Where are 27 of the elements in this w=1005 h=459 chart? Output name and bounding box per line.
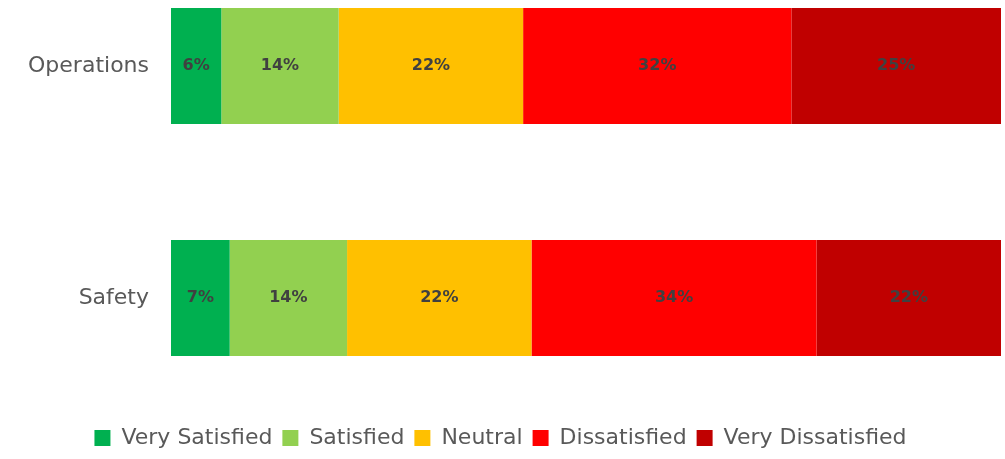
bar	[171, 240, 230, 356]
data-label: 22%	[420, 287, 459, 307]
data-label: 32%	[638, 55, 677, 75]
bar	[816, 240, 1001, 356]
data-label: 14%	[269, 287, 308, 307]
data-label: 7%	[186, 287, 214, 307]
legend-label: Satisfied	[309, 423, 405, 449]
bar	[347, 240, 532, 356]
bar	[229, 240, 348, 356]
bar	[171, 8, 222, 124]
legend-label: Dissatisfied	[559, 423, 687, 449]
bar	[531, 240, 817, 356]
data-label: 34%	[654, 287, 694, 307]
legend-label: Very Satisfied	[121, 423, 273, 449]
legend-label: Very Dissatisfied	[723, 423, 907, 449]
data-label: 25%	[877, 55, 916, 75]
bar	[221, 8, 339, 124]
bar	[523, 8, 792, 124]
data-label: 14%	[260, 55, 300, 75]
y-tick-label: Operations	[28, 51, 149, 77]
bar	[791, 8, 1001, 124]
bar	[338, 8, 524, 124]
data-label: 6%	[182, 55, 210, 75]
y-tick-label: Safety	[78, 283, 149, 309]
data-label: 22%	[411, 55, 451, 75]
data-label: 22%	[889, 287, 928, 307]
legend-label: Neutral	[441, 423, 523, 449]
